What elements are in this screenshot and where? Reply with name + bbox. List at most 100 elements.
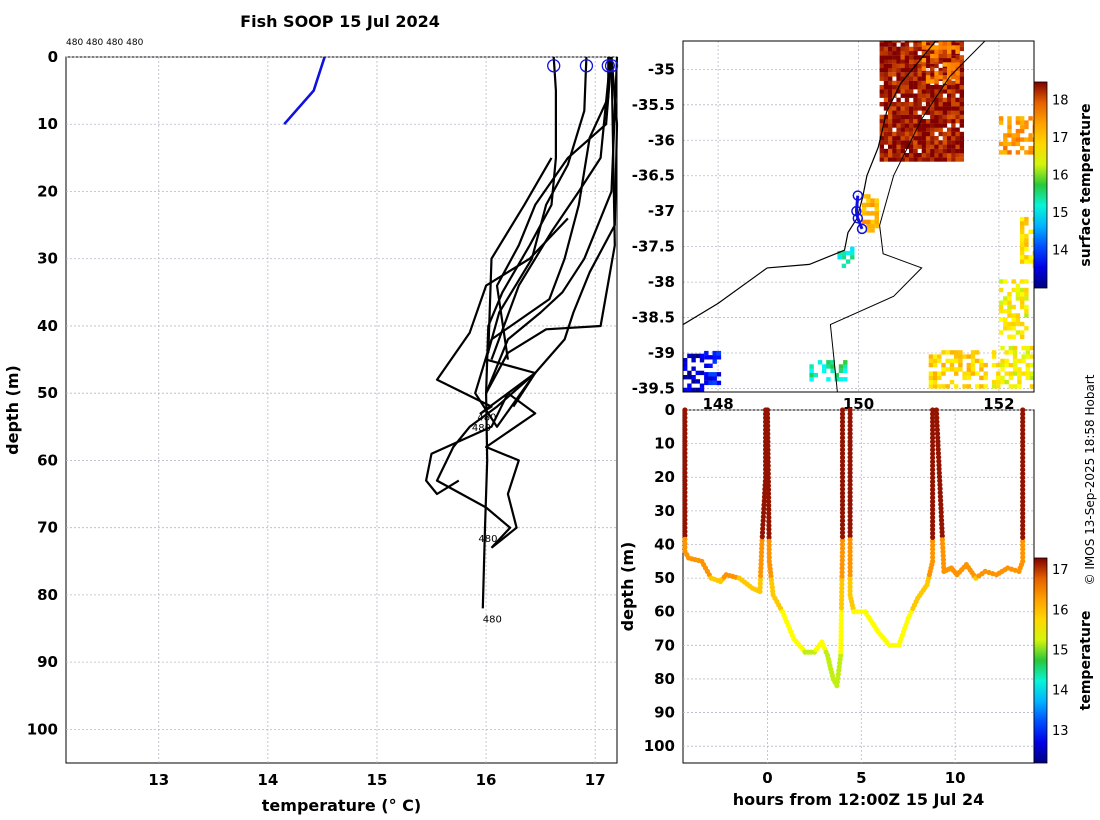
temperature-point: [930, 554, 936, 560]
sst-cell: [822, 368, 827, 373]
sst-cell: [934, 114, 939, 120]
sst-cell: [917, 106, 922, 111]
temperature-point: [930, 415, 936, 421]
sst-cell: [947, 85, 952, 90]
sst-cell: [991, 350, 997, 355]
sst-cell: [1015, 133, 1021, 138]
sst-cell: [975, 371, 980, 376]
sst-cell: [1007, 334, 1012, 339]
sst-cell: [951, 114, 956, 120]
temperature-point: [930, 479, 936, 485]
temperature-point: [838, 644, 844, 651]
sst-cell: [892, 148, 897, 154]
sst-cell: [909, 55, 914, 60]
sst-cell: [691, 379, 696, 384]
sst-cell: [1020, 300, 1025, 305]
x-tick-label: 13: [148, 771, 169, 789]
sst-cell: [1020, 145, 1025, 151]
sst-cell: [951, 66, 956, 71]
sst-cell: [1025, 345, 1030, 351]
temperature-point: [839, 431, 846, 437]
y-tick-label: 80: [37, 586, 58, 604]
sst-cell: [1025, 367, 1030, 372]
temperature-point: [834, 683, 840, 689]
plot-area: [65, 56, 618, 764]
sst-cell: [879, 144, 884, 149]
temperature-point: [760, 518, 766, 524]
sst-cell: [909, 85, 914, 90]
sst-cell: [704, 350, 709, 356]
track-marker: [856, 223, 868, 235]
sst-cell: [945, 384, 950, 389]
sst-cell: [954, 371, 959, 376]
sst-cell: [1007, 304, 1012, 310]
sst-cell: [879, 50, 884, 56]
sst-cell: [991, 354, 997, 359]
temperature-point: [766, 514, 772, 521]
temperature-point: [682, 450, 688, 456]
sst-cell: [921, 148, 927, 154]
sst-cell: [942, 140, 948, 145]
temperature-point: [682, 430, 688, 437]
temperature-point: [938, 517, 945, 523]
sst-cell: [947, 131, 952, 137]
sst-cell: [937, 354, 942, 359]
sst-cell: [1015, 283, 1021, 288]
temperature-point: [765, 451, 771, 457]
temperature-point: [930, 471, 936, 477]
temperature-point: [930, 427, 936, 433]
sst-cell: [841, 255, 847, 260]
sst-cell: [1028, 116, 1033, 121]
sst-cell: [843, 364, 848, 369]
sst-cell: [917, 157, 922, 162]
sst-cell: [1007, 313, 1012, 318]
temperature-point: [937, 482, 943, 488]
sst-cell: [909, 119, 914, 124]
sst-cell: [845, 250, 851, 256]
temperature-point: [936, 462, 942, 468]
temperature-point: [682, 407, 688, 413]
temperature-point: [1020, 427, 1026, 433]
sst-cell: [1004, 379, 1009, 385]
sst-colorbar-tick: 17: [1052, 131, 1069, 146]
temperature-point: [939, 521, 945, 527]
sst-cell: [1032, 238, 1034, 243]
sst-cell: [998, 309, 1004, 314]
sst-cell: [1024, 150, 1029, 155]
temperature-point: [930, 423, 936, 429]
sst-cell: [951, 89, 956, 94]
sst-cell: [1024, 287, 1029, 293]
sst-cell: [979, 358, 984, 364]
temperature-point: [1020, 443, 1026, 449]
sst-cell: [962, 375, 967, 381]
sst-cell: [1007, 326, 1012, 331]
sst-cell: [959, 144, 964, 149]
y-tick-label: 60: [37, 451, 58, 469]
sst-cell: [938, 131, 943, 137]
temperature-point: [767, 562, 773, 568]
sst-cell: [1007, 150, 1012, 155]
sst-cell: [983, 362, 988, 368]
sst-cell: [896, 41, 901, 43]
temperature-point: [839, 522, 846, 528]
sst-cell: [870, 211, 875, 216]
sst-cell: [879, 59, 884, 64]
temperature-point: [847, 450, 853, 456]
sst-cell: [904, 114, 910, 120]
sst-cell: [1008, 345, 1014, 351]
sst-cell: [928, 384, 934, 389]
temperature-point: [930, 431, 936, 437]
y-tick-label: 20: [654, 468, 675, 486]
temperature-point: [769, 584, 775, 591]
sst-cell: [930, 63, 935, 69]
sst-cell: [1007, 128, 1012, 134]
sst-cell: [998, 141, 1004, 147]
sst-cell: [917, 153, 922, 158]
sst-cell: [883, 153, 889, 158]
sst-cell: [951, 127, 956, 132]
profile-line: [485, 56, 619, 549]
temperature-point: [935, 446, 941, 452]
sst-cell: [917, 114, 922, 120]
sst-cell: [838, 364, 844, 369]
sst-cell: [991, 379, 997, 385]
